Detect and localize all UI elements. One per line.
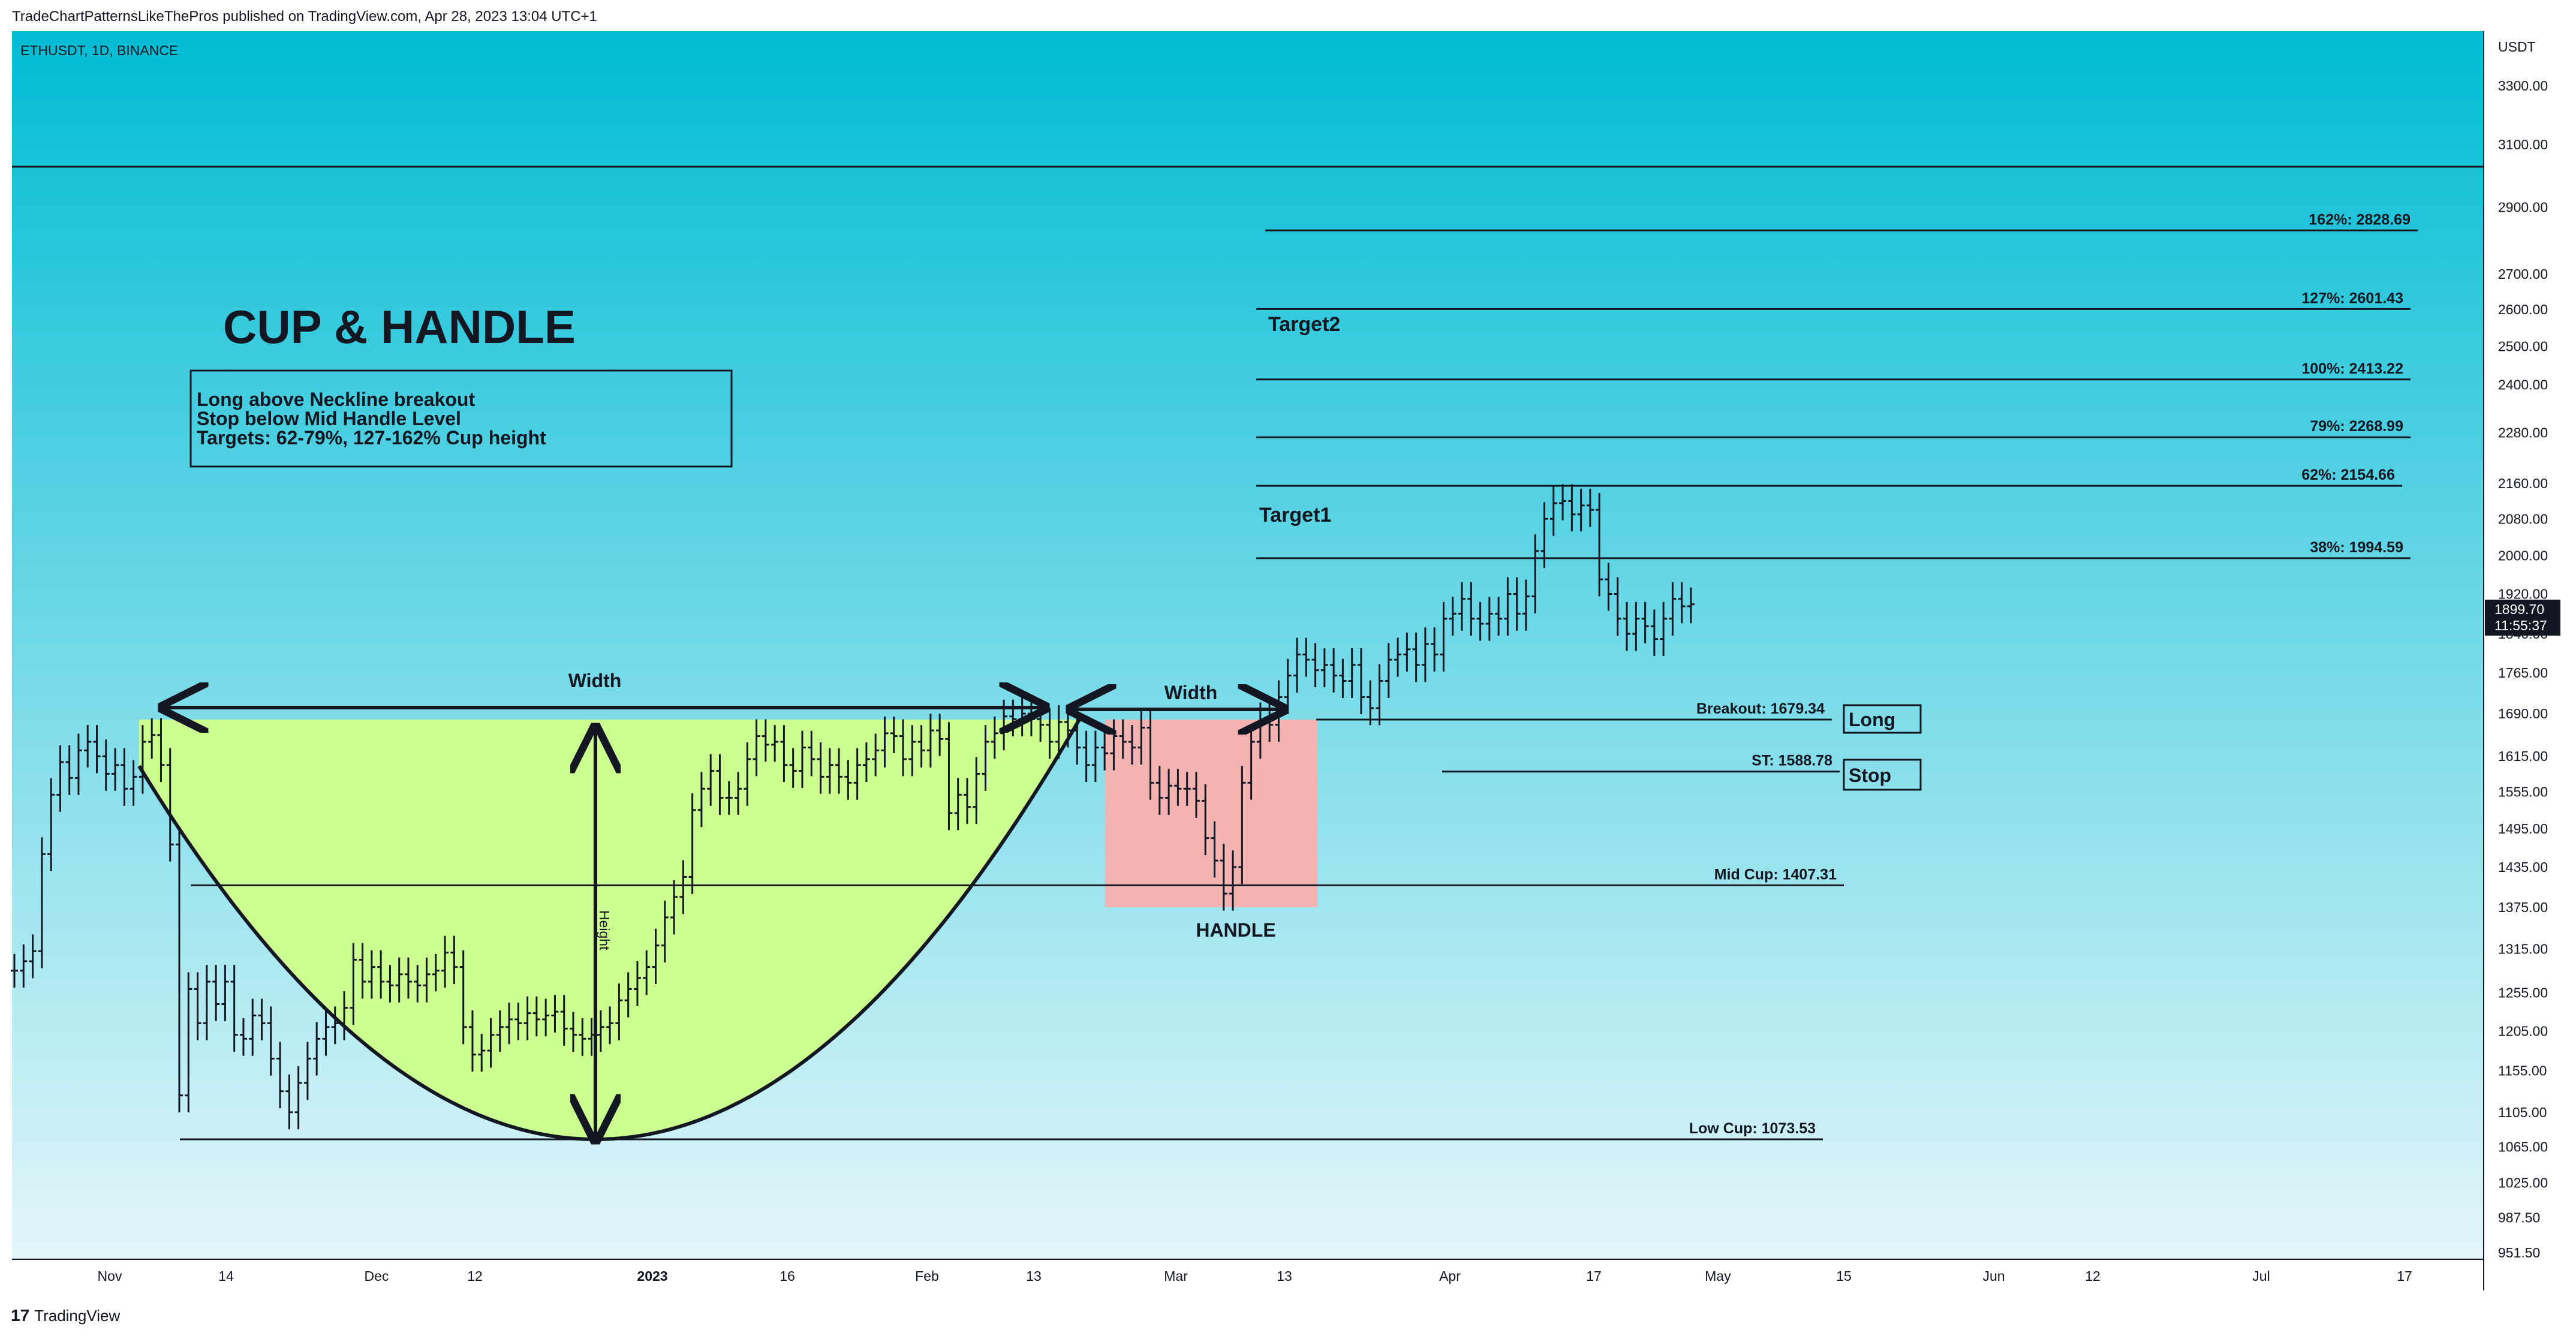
rules-box — [189, 369, 733, 468]
y-tick-label: 1375.00 — [2498, 899, 2548, 915]
cup-height-label: Height — [597, 910, 612, 950]
x-tick-label: Mar — [1164, 1268, 1188, 1284]
last-price-value: 1899.70 — [2494, 601, 2544, 617]
long-box — [1843, 704, 1922, 734]
x-tick-label: 17 — [2397, 1268, 2412, 1284]
y-tick-label: 987.50 — [2498, 1210, 2540, 1226]
tradingview-logo-icon: 17 — [11, 1306, 30, 1325]
y-tick-label: 951.50 — [2498, 1245, 2540, 1260]
currency-label: USDT — [2498, 39, 2536, 55]
level-label: 127%: 2601.43 — [2301, 290, 2403, 306]
x-tick-label: 15 — [1836, 1268, 1852, 1284]
y-tick-label: 1765.00 — [2498, 665, 2548, 681]
y-tick-label: 1255.00 — [2498, 985, 2548, 1001]
handle-width-label: Width — [1164, 682, 1218, 703]
x-tick-label: 2023 — [637, 1268, 667, 1284]
price-axis-panel — [2484, 31, 2576, 1259]
y-tick-label: 2000.00 — [2498, 548, 2548, 564]
level-label: Low Cup: 1073.53 — [1689, 1120, 1816, 1137]
x-tick-label: Jul — [2252, 1268, 2270, 1284]
y-tick-label: 1205.00 — [2498, 1023, 2548, 1039]
tradingview-footer[interactable]: 17 TradingView — [11, 1306, 120, 1325]
x-tick-label: Dec — [365, 1268, 389, 1284]
y-tick-label: 1105.00 — [2498, 1105, 2547, 1120]
plot-background — [12, 31, 2484, 1259]
y-tick-label: 2280.00 — [2498, 425, 2548, 441]
stop-box — [1843, 759, 1922, 791]
x-tick-label: 12 — [467, 1268, 483, 1284]
x-tick-label: Jun — [1982, 1268, 2005, 1284]
chart-title: CUP & HANDLE — [223, 300, 576, 353]
x-tick-label: 17 — [1586, 1268, 1602, 1284]
level-label: 100%: 2413.22 — [2301, 360, 2403, 377]
y-tick-label: 1615.00 — [2498, 748, 2548, 764]
target2-label: Target2 — [1268, 313, 1340, 336]
last-price-marker — [2485, 600, 2560, 636]
publish-info: TradeChartPatternsLikeThePros published … — [12, 8, 597, 25]
y-tick-label: 1435.00 — [2498, 859, 2548, 875]
y-tick-label: 1690.00 — [2498, 706, 2548, 721]
y-tick-label: 1315.00 — [2498, 941, 2548, 957]
level-label: 38%: 1994.59 — [2310, 539, 2403, 556]
level-label: 79%: 2268.99 — [2310, 418, 2403, 435]
y-tick-label: 2400.00 — [2498, 377, 2548, 392]
y-tick-label: 3100.00 — [2498, 137, 2548, 152]
x-tick-label: 12 — [2085, 1268, 2100, 1284]
y-tick-label: 3300.00 — [2498, 78, 2548, 94]
level-label: Mid Cup: 1407.31 — [1714, 866, 1837, 883]
level-label: ST: 1588.78 — [1752, 753, 1832, 769]
level-lines: 162%: 2828.69 127%: 2601.43 100%: 2413.22 7… — [180, 211, 2418, 1141]
x-tick-label: Feb — [915, 1268, 939, 1284]
y-tick-label: 2500.00 — [2498, 339, 2548, 354]
time-axis-ticks: Nov 14 Dec 12 2023 16 Feb 13 Mar 13 Apr 17 May 15 Jun 1… — [98, 1268, 2412, 1284]
y-tick-label: 2080.00 — [2498, 511, 2548, 526]
y-tick-label: 2160.00 — [2498, 476, 2548, 491]
level-label: 162%: 2828.69 — [2309, 211, 2411, 228]
y-tick-label: 2700.00 — [2498, 266, 2548, 282]
stop-label: Stop — [1849, 765, 1891, 786]
countdown-value: 11:55:37 — [2494, 618, 2547, 633]
handle-label: HANDLE — [1196, 919, 1275, 941]
level-label: Breakout: 1679.34 — [1696, 700, 1825, 717]
long-label: Long — [1849, 709, 1895, 730]
symbol-label: ETHUSDT, 1D, BINANCE — [20, 43, 178, 58]
y-tick-label: 1155.00 — [2498, 1063, 2547, 1079]
rule-2: Stop below Mid Handle Level — [197, 408, 461, 429]
y-tick-label: 2900.00 — [2498, 199, 2548, 215]
x-tick-label: 13 — [1026, 1268, 1042, 1284]
y-tick-label: 1555.00 — [2498, 784, 2548, 799]
y-tick-label: 1025.00 — [2498, 1175, 2548, 1190]
x-tick-label: 16 — [780, 1268, 795, 1284]
tradingview-brand: TradingView — [34, 1306, 121, 1325]
x-tick-label: Nov — [98, 1268, 122, 1284]
x-tick-label: 13 — [1277, 1268, 1292, 1284]
cup-width-label: Width — [568, 670, 622, 691]
y-tick-label: 2600.00 — [2498, 302, 2548, 317]
level-label: 62%: 2154.66 — [2301, 467, 2395, 483]
y-tick-label: 1495.00 — [2498, 821, 2548, 836]
rule-1: Long above Neckline breakout — [197, 389, 475, 410]
rule-3: Targets: 62-79%, 127-162% Cup height — [197, 427, 546, 449]
x-tick-label: 14 — [218, 1268, 234, 1284]
handle-box — [1105, 720, 1317, 907]
y-tick-label: 1065.00 — [2498, 1139, 2548, 1154]
price-axis-ticks: 3300.00 3100.00 2900.00 2700.00 2600.00 2500.… — [2498, 78, 2548, 1260]
x-tick-label: May — [1705, 1268, 1731, 1284]
y-tick-label: 1920.00 — [2498, 586, 2548, 601]
target1-label: Target1 — [1259, 504, 1331, 526]
x-tick-label: Apr — [1439, 1268, 1461, 1284]
